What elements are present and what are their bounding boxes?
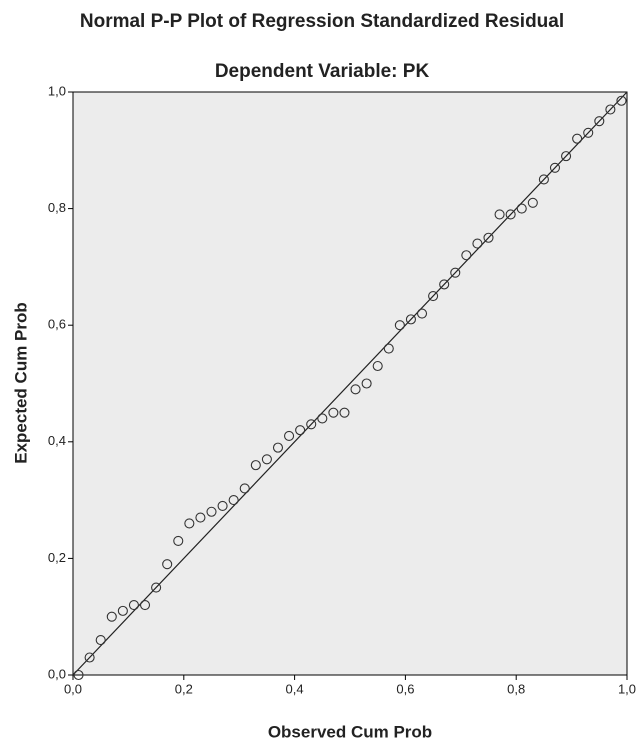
- point: [583, 127, 594, 138]
- y-tick-label: 0,2: [48, 550, 66, 565]
- plot-border: [72, 91, 628, 676]
- point: [139, 599, 151, 611]
- point: [483, 232, 494, 243]
- point: [117, 605, 128, 616]
- point: [173, 535, 184, 546]
- point: [450, 267, 461, 278]
- point: [549, 162, 561, 173]
- y-axis-title: Expected Cum Prob: [11, 302, 30, 464]
- point: [272, 442, 284, 453]
- y-tick-label: 0,0: [48, 666, 66, 681]
- x-tick-label: 0,4: [286, 681, 304, 696]
- point: [505, 209, 516, 220]
- point: [439, 279, 450, 290]
- point: [561, 151, 572, 162]
- point: [306, 419, 317, 430]
- point: [195, 512, 206, 523]
- x-tick-label: 0,2: [175, 681, 193, 696]
- point: [73, 669, 84, 681]
- point: [317, 413, 328, 424]
- point: [84, 652, 95, 663]
- y-tick-label: 1,0: [48, 83, 66, 98]
- point: [106, 611, 117, 622]
- point: [284, 430, 295, 442]
- point: [428, 290, 439, 302]
- chart-subtitle: Dependent Variable: PK: [215, 61, 430, 82]
- point: [616, 95, 627, 106]
- reference-line: [72, 91, 628, 676]
- point: [350, 384, 361, 395]
- point: [383, 343, 394, 354]
- point: [95, 634, 106, 646]
- point: [416, 308, 428, 319]
- y-tick-label: 0,4: [48, 433, 66, 448]
- point: [261, 454, 272, 465]
- point: [250, 460, 261, 471]
- point: [228, 495, 239, 506]
- point: [472, 238, 483, 249]
- point: [128, 599, 139, 611]
- point: [328, 407, 339, 418]
- point: [538, 174, 549, 185]
- point: [162, 559, 173, 570]
- x-axis-title: Observed Cum Prob: [268, 722, 432, 741]
- point: [239, 483, 250, 494]
- point: [516, 203, 527, 214]
- point: [361, 378, 372, 389]
- point: [527, 197, 538, 208]
- point: [494, 209, 505, 220]
- point: [217, 500, 228, 511]
- point: [405, 314, 416, 325]
- y-tick-label: 0,8: [48, 200, 66, 215]
- point: [295, 425, 306, 436]
- point: [572, 133, 583, 144]
- point: [461, 250, 472, 261]
- point: [184, 518, 195, 529]
- point: [339, 407, 350, 418]
- point: [605, 104, 616, 115]
- point: [394, 320, 405, 331]
- x-tick-label: 0,0: [64, 681, 82, 696]
- x-tick-label: 1,0: [618, 681, 636, 696]
- point: [151, 582, 162, 593]
- y-tick-label: 0,6: [48, 317, 66, 332]
- point: [594, 116, 605, 127]
- x-tick-label: 0,6: [396, 681, 414, 696]
- point: [206, 506, 217, 517]
- point: [372, 360, 383, 372]
- x-tick-label: 0,8: [507, 681, 525, 696]
- chart-title: Normal P-P Plot of Regression Standardiz…: [80, 11, 564, 32]
